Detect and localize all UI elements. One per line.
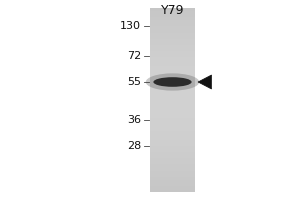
Bar (150, 103, 195, 106)
Text: 55: 55 (127, 77, 141, 87)
Bar (150, 20, 195, 23)
Bar (150, 106, 195, 109)
Bar (150, 146, 195, 149)
Bar (150, 164, 195, 167)
Bar (150, 47, 195, 51)
Text: Y79: Y79 (161, 3, 184, 17)
Bar (150, 51, 195, 54)
Bar (150, 176, 195, 180)
Bar (150, 97, 195, 100)
Bar (150, 112, 195, 115)
Bar (150, 26, 195, 29)
Bar (150, 44, 195, 48)
Bar (150, 118, 195, 121)
Ellipse shape (153, 77, 192, 87)
Bar (150, 90, 195, 94)
Bar (150, 161, 195, 164)
Bar (150, 179, 195, 183)
Bar (150, 87, 195, 91)
Bar (150, 121, 195, 125)
Bar (150, 29, 195, 33)
Bar (150, 136, 195, 140)
Ellipse shape (146, 73, 199, 91)
Bar (150, 167, 195, 171)
Bar (150, 185, 195, 189)
Bar (150, 54, 195, 57)
Bar (150, 170, 195, 174)
Bar (150, 100, 195, 103)
Bar (150, 133, 195, 137)
Bar (150, 152, 195, 155)
Bar (150, 130, 195, 134)
Bar (150, 143, 195, 146)
Bar (150, 8, 195, 11)
Bar (150, 78, 195, 82)
Bar (150, 81, 195, 85)
Bar (150, 124, 195, 128)
Bar (150, 115, 195, 118)
Bar (150, 23, 195, 26)
Bar (150, 139, 195, 143)
Bar (150, 158, 195, 161)
Bar (150, 93, 195, 97)
Text: 130: 130 (120, 21, 141, 31)
Bar (150, 11, 195, 14)
Bar (150, 63, 195, 66)
Bar (150, 69, 195, 72)
Bar (150, 149, 195, 152)
Bar (150, 72, 195, 75)
Bar (150, 109, 195, 112)
Text: 36: 36 (127, 115, 141, 125)
Bar (150, 66, 195, 69)
Bar (150, 14, 195, 17)
Bar (150, 35, 195, 39)
Polygon shape (198, 75, 211, 89)
Bar (150, 189, 195, 192)
Bar (150, 17, 195, 20)
Bar (150, 38, 195, 42)
Text: 28: 28 (127, 141, 141, 151)
Bar (150, 41, 195, 45)
Bar (150, 173, 195, 177)
Bar (150, 75, 195, 79)
Bar (150, 127, 195, 131)
Text: 72: 72 (127, 51, 141, 61)
Bar (150, 32, 195, 36)
Bar (150, 60, 195, 63)
Bar (150, 155, 195, 158)
Bar (150, 57, 195, 60)
Bar (150, 84, 195, 88)
Bar (150, 182, 195, 186)
